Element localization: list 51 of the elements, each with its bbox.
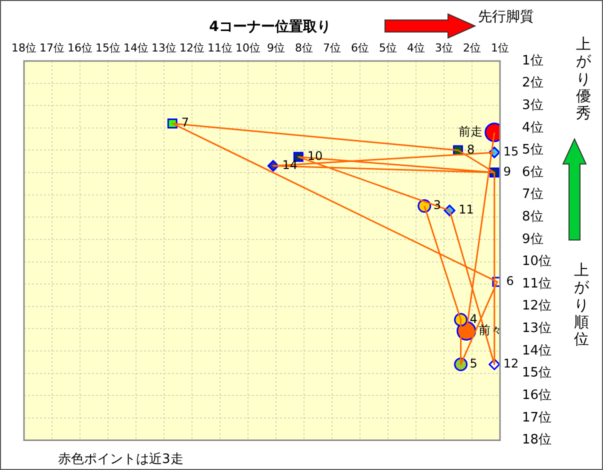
x-tick-label: 5位 bbox=[379, 41, 397, 54]
x-tick-label: 3位 bbox=[435, 41, 453, 54]
text: 上がり優秀 bbox=[576, 35, 591, 122]
y-tick-label: 7位 bbox=[522, 187, 544, 202]
y-tick-label: 17位 bbox=[522, 410, 552, 426]
x-tick-label: 2位 bbox=[463, 41, 481, 54]
annotation: 8 bbox=[467, 142, 475, 156]
annotation: 14 bbox=[282, 158, 298, 172]
y-axis-title: 上がり順位 bbox=[574, 261, 589, 348]
x-tick-label: 1位 bbox=[491, 41, 509, 54]
annotation: 前走 bbox=[458, 124, 482, 139]
chart-title: 4コーナー位置取り bbox=[208, 18, 332, 36]
y-tick-label: 15位 bbox=[522, 366, 552, 381]
x-tick-label: 11位 bbox=[208, 41, 232, 54]
y-tick-label: 11位 bbox=[522, 276, 552, 292]
annotation: 4 bbox=[470, 312, 478, 326]
x-tick-label: 12位 bbox=[180, 41, 204, 54]
annotation: 15 bbox=[503, 144, 519, 159]
y-tick-label: 16位 bbox=[522, 388, 552, 403]
y-tick-label: 13位 bbox=[522, 321, 552, 336]
x-tick-label: 13位 bbox=[152, 41, 176, 54]
text: 先行脚質 bbox=[478, 8, 534, 26]
x-tick-label: 8位 bbox=[295, 41, 313, 54]
x-tick-label: 17位 bbox=[40, 41, 64, 54]
annotation: 11 bbox=[458, 202, 474, 217]
y-tick-label: 3位 bbox=[522, 98, 544, 113]
y-tick-label: 12位 bbox=[522, 298, 552, 314]
y-tick-label: 10位 bbox=[522, 254, 552, 270]
y-tick-label: 2位 bbox=[522, 76, 544, 91]
x-tick-label: 16位 bbox=[68, 41, 92, 54]
y-tick-label: 9位 bbox=[522, 232, 544, 247]
x-tick-label: 9位 bbox=[267, 41, 285, 54]
y-tick-label: 8位 bbox=[522, 210, 544, 225]
text: 赤色ポイントは近3走 bbox=[58, 451, 184, 468]
y-tick-label: 5位 bbox=[522, 142, 544, 158]
annotation: 9 bbox=[503, 164, 512, 179]
annotation: 12 bbox=[503, 356, 519, 370]
x-tick-label: 15位 bbox=[96, 41, 120, 54]
y-tick-label: 18位 bbox=[522, 432, 552, 448]
x-tick-label: 6位 bbox=[351, 41, 369, 54]
x-tick-label: 14位 bbox=[124, 41, 148, 54]
x-tick-label: 4位 bbox=[407, 41, 425, 54]
annotation: 6 bbox=[506, 274, 514, 288]
x-tick-label: 18位 bbox=[12, 41, 36, 54]
y-tick-label: 6位 bbox=[522, 164, 544, 180]
y-tick-label: 4位 bbox=[522, 120, 544, 136]
x-tick-label: 7位 bbox=[323, 41, 341, 54]
annotation: 5 bbox=[470, 356, 478, 370]
y-tick-label: 14位 bbox=[522, 343, 552, 358]
y-tick-label: 1位 bbox=[522, 53, 544, 68]
x-tick-label: 10位 bbox=[236, 41, 260, 54]
